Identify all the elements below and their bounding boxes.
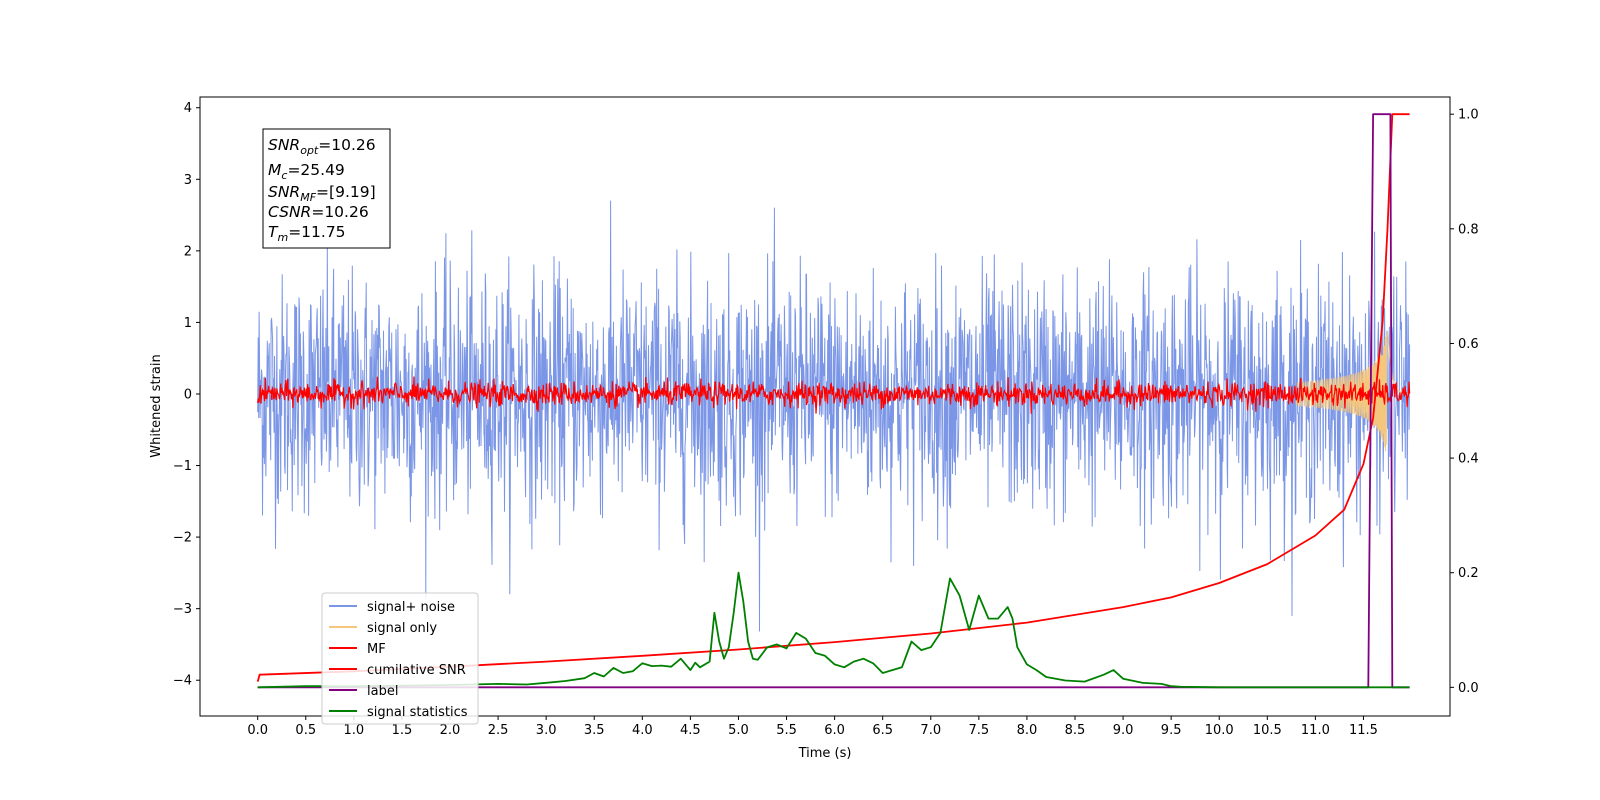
info-snr-opt: SNRopt=10.26: [268, 136, 376, 157]
legend: signal+ noise signal only MF cumilative …: [321, 592, 479, 725]
y2-tick-label: 0.8: [1458, 222, 1479, 237]
series-mf: [257, 376, 1411, 414]
info-snr-mf: SNRMF=[9.19]: [268, 183, 376, 204]
x-axis-label: Time (s): [798, 746, 852, 761]
series-cumulative-snr: [256, 113, 1410, 682]
x-tick-label: 1.0: [344, 723, 365, 738]
legend-entry-signal-noise: signal+ noise: [329, 600, 455, 615]
x-tick-label: 8.5: [1065, 723, 1086, 738]
x-tick-label: 7.5: [969, 723, 990, 738]
info-tm: Tm=11.75: [268, 223, 346, 244]
x-tick-label: 9.0: [1113, 723, 1134, 738]
plot-area-frame: [199, 96, 1451, 717]
y-axis-right: 1.0 0.8 0.6 0.4 0.2 0.0: [1450, 108, 1479, 696]
info-box-frame: [262, 128, 391, 249]
x-axis: 0.0 0.5 1.0 1.5 2.0 2.5 3.0 3.5 4.0 4.5 5.0 5.5 6.0 6…: [247, 716, 1378, 738]
series-signal-statistics: [257, 571, 1410, 689]
legend-entry-cumulative-snr: cumilative SNR: [329, 663, 466, 678]
x-tick-label: 0.0: [247, 723, 268, 738]
y-tick-label: −4: [173, 674, 192, 689]
legend-label-label: label: [367, 684, 398, 699]
x-tick-label: 10.5: [1253, 723, 1282, 738]
x-tick-label: 11.5: [1349, 723, 1378, 738]
legend-label-signal-noise: signal+ noise: [367, 600, 455, 615]
plot-lines: [256, 113, 1411, 689]
x-tick-label: 10.0: [1205, 723, 1234, 738]
info-mc: Mc=25.49: [268, 161, 345, 182]
y-tick-label: −2: [173, 531, 192, 546]
x-tick-label: 4.5: [680, 723, 701, 738]
legend-label-signal-statistics: signal statistics: [367, 705, 468, 720]
info-csnr: CSNR=10.26: [268, 203, 369, 221]
legend-frame: [321, 592, 479, 725]
y2-tick-label: 0.6: [1458, 337, 1479, 352]
x-tick-label: 2.0: [440, 723, 461, 738]
legend-entry-label: label: [329, 684, 398, 699]
x-tick-label: 4.0: [632, 723, 653, 738]
y2-tick-label: 0.2: [1458, 566, 1479, 581]
legend-label-signal-only: signal only: [367, 621, 437, 636]
legend-label-cumulative-snr: cumilative SNR: [367, 663, 466, 678]
legend-entry-signal-only: signal only: [329, 621, 437, 636]
y-tick-label: −3: [173, 602, 192, 617]
y-tick-label: 2: [184, 244, 192, 259]
x-tick-label: 1.5: [392, 723, 413, 738]
y-tick-label: 4: [184, 101, 192, 116]
info-box: SNRopt=10.26 Mc=25.49 SNRMF=[9.19] CSNR=…: [262, 128, 391, 249]
x-tick-label: 0.5: [295, 723, 316, 738]
y-tick-label: 1: [184, 316, 192, 331]
y-tick-label: 3: [184, 173, 192, 188]
y-axis-left: 4 3 2 1 0 −1 −2 −3 −4: [173, 101, 200, 689]
y2-tick-label: 0.4: [1458, 452, 1479, 467]
x-tick-label: 6.0: [824, 723, 845, 738]
x-tick-label: 11.0: [1301, 723, 1330, 738]
x-tick-label: 7.0: [920, 723, 941, 738]
y-tick-label: −1: [173, 459, 192, 474]
legend-entry-mf: MF: [329, 642, 386, 657]
y-tick-label: 0: [184, 387, 192, 402]
legend-entry-signal-statistics: signal statistics: [329, 705, 468, 720]
x-tick-label: 2.5: [488, 723, 509, 738]
x-tick-label: 5.0: [728, 723, 749, 738]
x-tick-label: 3.5: [584, 723, 605, 738]
legend-label-mf: MF: [367, 642, 386, 657]
x-tick-label: 3.0: [536, 723, 557, 738]
x-tick-label: 6.5: [872, 723, 893, 738]
x-tick-label: 5.5: [776, 723, 797, 738]
y2-tick-label: 0.0: [1458, 681, 1479, 696]
y-axis-label: Whitened strain: [149, 354, 164, 457]
x-tick-label: 9.5: [1161, 723, 1182, 738]
y2-tick-label: 1.0: [1458, 108, 1479, 123]
x-tick-label: 8.0: [1017, 723, 1038, 738]
